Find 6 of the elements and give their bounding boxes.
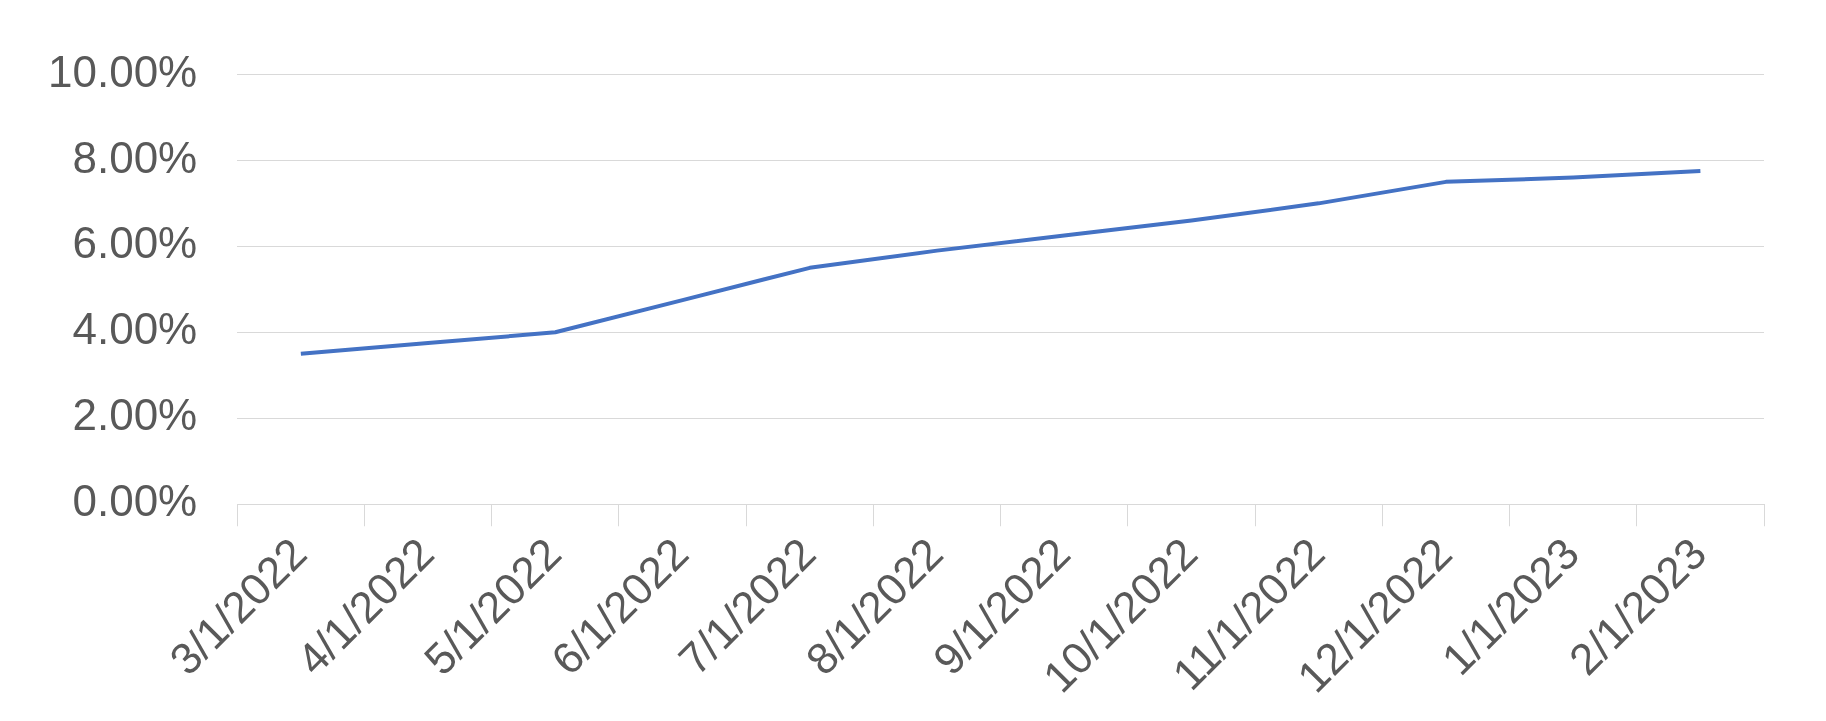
y-tick-label: 0.00% (72, 476, 198, 526)
y-tick-label: 2.00% (72, 390, 198, 440)
y-tick-label: 4.00% (72, 304, 198, 354)
y-tick-label: 6.00% (72, 218, 198, 268)
y-tick-label: 10.00% (48, 46, 198, 96)
y-tick-label: 8.00% (72, 132, 198, 182)
